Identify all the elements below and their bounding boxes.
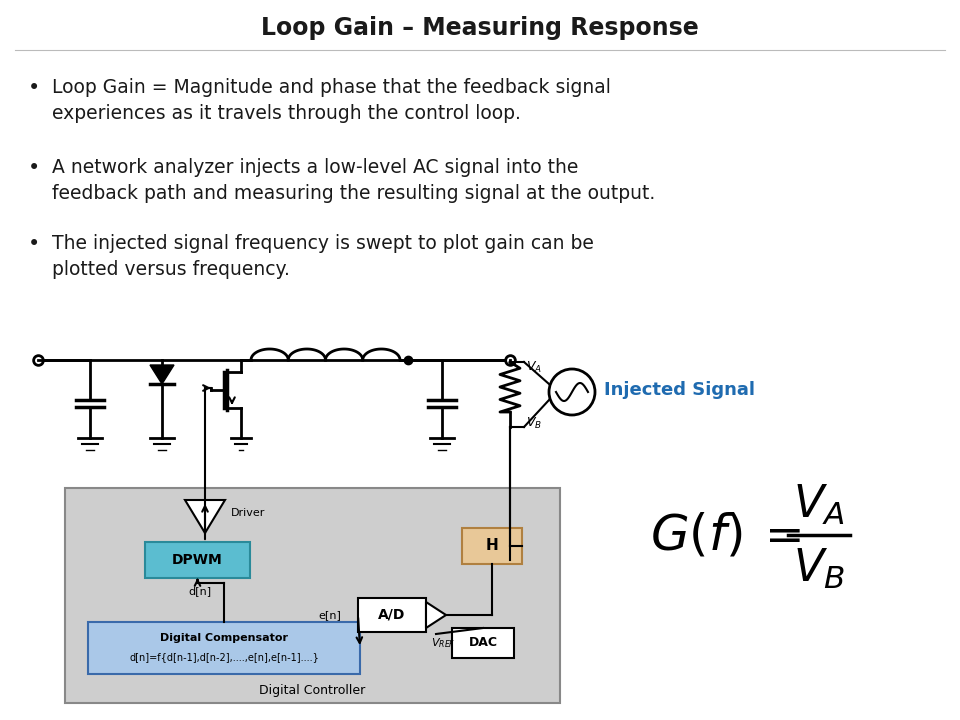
Text: DAC: DAC xyxy=(468,636,497,649)
FancyBboxPatch shape xyxy=(462,528,522,564)
Text: A/D: A/D xyxy=(378,608,406,622)
Text: $G(f)$: $G(f)$ xyxy=(650,511,743,559)
Text: $=$: $=$ xyxy=(755,513,801,557)
FancyBboxPatch shape xyxy=(65,488,560,703)
Polygon shape xyxy=(150,365,174,384)
Text: d[n]=f{d[n-1],d[n-2],....,e[n],e[n-1]....}: d[n]=f{d[n-1],d[n-2],....,e[n],e[n-1]...… xyxy=(129,652,319,662)
Text: $V_{REF}$: $V_{REF}$ xyxy=(431,636,455,649)
Text: •: • xyxy=(28,78,40,98)
Text: The injected signal frequency is swept to plot gain can be: The injected signal frequency is swept t… xyxy=(52,234,594,253)
Text: Loop Gain – Measuring Response: Loop Gain – Measuring Response xyxy=(261,16,699,40)
Text: Driver: Driver xyxy=(231,508,265,518)
Text: feedback path and measuring the resulting signal at the output.: feedback path and measuring the resultin… xyxy=(52,184,656,203)
Polygon shape xyxy=(426,602,446,628)
Text: DPWM: DPWM xyxy=(172,553,223,567)
Text: A network analyzer injects a low-level AC signal into the: A network analyzer injects a low-level A… xyxy=(52,158,578,177)
Text: •: • xyxy=(28,158,40,178)
Text: Injected Signal: Injected Signal xyxy=(604,381,755,399)
Text: d[n]: d[n] xyxy=(188,586,211,596)
Text: Digital Controller: Digital Controller xyxy=(259,684,366,697)
Polygon shape xyxy=(185,500,225,533)
Text: H: H xyxy=(486,539,498,554)
Text: e[n]: e[n] xyxy=(319,610,342,620)
FancyBboxPatch shape xyxy=(145,542,250,578)
Text: $V_B$: $V_B$ xyxy=(526,416,542,431)
FancyBboxPatch shape xyxy=(452,628,514,658)
FancyBboxPatch shape xyxy=(88,622,360,674)
Text: •: • xyxy=(28,234,40,254)
Text: $V_B$: $V_B$ xyxy=(793,547,845,591)
Text: Loop Gain = Magnitude and phase that the feedback signal: Loop Gain = Magnitude and phase that the… xyxy=(52,78,611,97)
Text: experiences as it travels through the control loop.: experiences as it travels through the co… xyxy=(52,104,521,123)
Text: plotted versus frequency.: plotted versus frequency. xyxy=(52,260,290,279)
Text: $V_A$: $V_A$ xyxy=(526,360,542,375)
Text: Digital Compensator: Digital Compensator xyxy=(160,633,288,643)
Text: $V_A$: $V_A$ xyxy=(793,483,845,527)
FancyBboxPatch shape xyxy=(358,598,426,632)
